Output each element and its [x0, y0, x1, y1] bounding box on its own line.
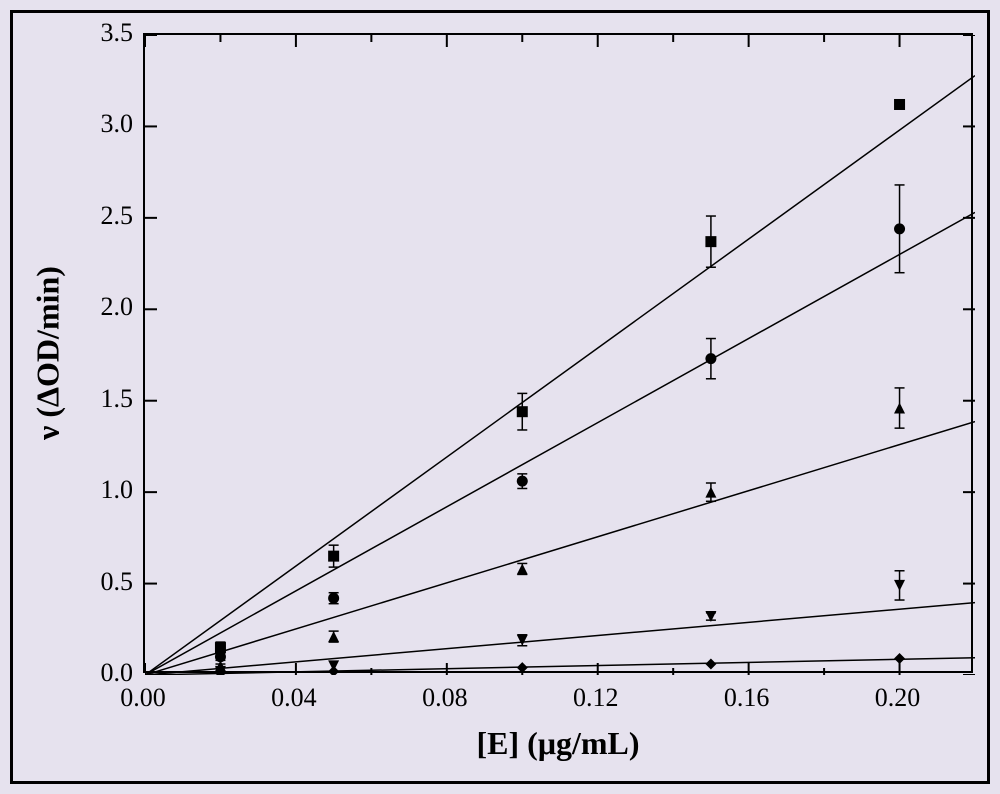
data-point — [894, 223, 905, 234]
data-point — [705, 236, 716, 247]
data-point — [894, 580, 905, 591]
x-tick-label: 0.16 — [724, 683, 770, 713]
x-axis-title: [E] (μg/mL) — [477, 725, 640, 762]
data-point — [328, 551, 339, 562]
data-point — [517, 662, 528, 673]
data-point — [705, 353, 716, 364]
data-point — [894, 99, 905, 110]
x-tick-label: 0.20 — [875, 683, 921, 713]
y-tick-label: 1.5 — [73, 384, 133, 414]
plot-area — [143, 33, 973, 673]
outer-frame: 0.000.040.080.120.160.200.00.51.01.52.02… — [10, 10, 990, 784]
y-tick-label: 1.0 — [73, 475, 133, 505]
plot-svg — [145, 35, 975, 675]
data-point — [517, 406, 528, 417]
data-point — [517, 635, 528, 646]
data-point — [894, 403, 905, 414]
data-point — [894, 653, 905, 664]
y-tick-label: 0.5 — [73, 567, 133, 597]
x-tick-label: 0.04 — [271, 683, 317, 713]
data-point — [705, 487, 716, 498]
data-point — [328, 593, 339, 604]
y-tick-label: 0.0 — [73, 658, 133, 688]
x-tick-label: 0.08 — [422, 683, 468, 713]
y-tick-label: 2.0 — [73, 292, 133, 322]
data-point — [328, 666, 339, 675]
data-point — [328, 631, 339, 642]
x-tick-label: 0.12 — [573, 683, 619, 713]
y-tick-label: 3.0 — [73, 109, 133, 139]
y-tick-label: 3.5 — [73, 18, 133, 48]
y-axis-title: ν (ΔOD/min) — [30, 266, 67, 440]
data-point — [517, 563, 528, 574]
data-point — [705, 659, 716, 670]
data-point — [517, 476, 528, 487]
y-tick-label: 2.5 — [73, 201, 133, 231]
